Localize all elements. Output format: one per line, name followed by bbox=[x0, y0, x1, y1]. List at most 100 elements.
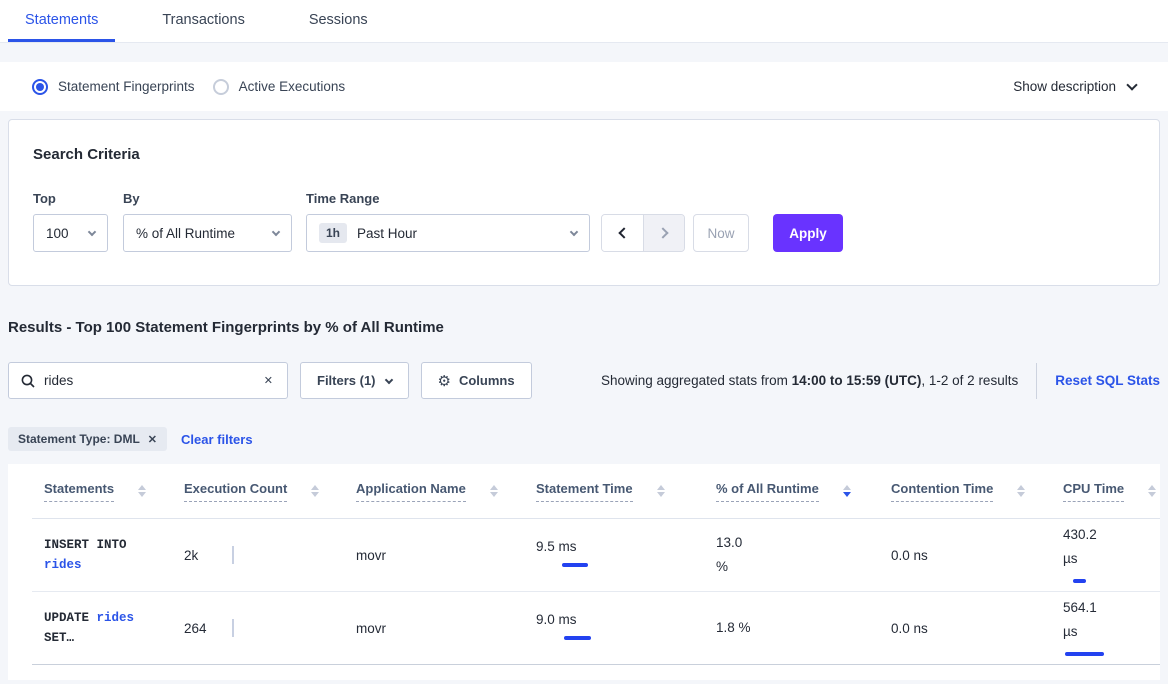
search-criteria-title: Search Criteria bbox=[33, 146, 140, 163]
showing-stats-text: Showing aggregated stats from 14:00 to 1… bbox=[601, 373, 1019, 388]
statement-search-box[interactable]: ✕ bbox=[8, 362, 288, 399]
runtime-pct-cell: 13.0 % bbox=[716, 531, 891, 579]
column-header-statement-time[interactable]: Statement Time bbox=[536, 481, 716, 502]
column-header-pct-all-runtime[interactable]: % of All Runtime bbox=[716, 481, 891, 502]
gear-icon: ⚙ bbox=[437, 372, 451, 390]
sort-icon[interactable] bbox=[1148, 485, 1157, 497]
radio-active-executions[interactable]: Active Executions bbox=[212, 78, 346, 95]
radio-unselected-icon bbox=[212, 78, 229, 95]
cpu-time-cell: 564.1 µs bbox=[1063, 596, 1160, 660]
results-controls: ✕ Filters (1) ⚙ Columns Showing aggregat… bbox=[8, 362, 1160, 399]
prev-time-button[interactable] bbox=[602, 215, 643, 251]
table-row[interactable]: UPDATE rides SET… 264 movr 9.0 ms 1.8 % bbox=[8, 592, 1160, 664]
search-input[interactable] bbox=[44, 373, 262, 388]
statement-time-bar bbox=[536, 558, 608, 571]
divider bbox=[32, 664, 1160, 665]
show-description-toggle[interactable]: Show description bbox=[1013, 78, 1138, 94]
tab-transactions[interactable]: Transactions bbox=[162, 11, 245, 28]
table-header-row: Statements Execution Count Application N… bbox=[8, 464, 1160, 518]
sort-icon[interactable] bbox=[311, 485, 320, 497]
time-range-select[interactable]: 1h Past Hour bbox=[306, 214, 590, 252]
statement-time-cell: 9.5 ms bbox=[536, 539, 716, 571]
chevron-down-icon bbox=[87, 227, 97, 237]
time-range-label: Time Range bbox=[306, 191, 380, 206]
time-range-value: Past Hour bbox=[357, 225, 418, 241]
by-select[interactable]: % of All Runtime bbox=[123, 214, 292, 252]
statement-cell: UPDATE rides SET… bbox=[44, 611, 135, 645]
column-header-execution-count[interactable]: Execution Count bbox=[184, 481, 356, 502]
divider bbox=[32, 518, 1160, 519]
search-criteria-panel: Search Criteria Top 100 By % of All Runt… bbox=[8, 119, 1160, 286]
application-name-cell: movr bbox=[356, 547, 386, 563]
application-name-cell: movr bbox=[356, 620, 386, 636]
top-select-value: 100 bbox=[46, 225, 69, 241]
divider bbox=[1036, 362, 1038, 399]
clear-filters-link[interactable]: Clear filters bbox=[181, 431, 253, 447]
sort-icon[interactable] bbox=[656, 485, 665, 497]
runtime-pct-bar bbox=[758, 622, 772, 635]
by-label: By bbox=[123, 191, 140, 206]
statement-link[interactable]: rides bbox=[44, 558, 82, 572]
tab-statements[interactable]: Statements bbox=[8, 0, 116, 42]
column-header-contention-time[interactable]: Contention Time bbox=[891, 481, 1063, 502]
statements-table: Statements Execution Count Application N… bbox=[8, 464, 1160, 680]
sort-icon-active[interactable] bbox=[842, 485, 851, 497]
time-step-buttons bbox=[601, 214, 685, 252]
next-time-button[interactable] bbox=[643, 215, 684, 251]
top-label: Top bbox=[33, 191, 56, 206]
filter-chip-label: Statement Type: DML bbox=[18, 432, 140, 446]
sort-icon[interactable] bbox=[138, 485, 147, 497]
sort-icon[interactable] bbox=[489, 485, 498, 497]
top-select[interactable]: 100 bbox=[33, 214, 108, 252]
filter-chip[interactable]: Statement Type: DML ✕ bbox=[8, 427, 168, 451]
filters-button[interactable]: Filters (1) bbox=[300, 362, 409, 399]
statement-cell: INSERT INTO rides bbox=[44, 538, 127, 572]
radio-statement-fingerprints[interactable]: Statement Fingerprints bbox=[32, 78, 195, 95]
statement-link[interactable]: rides bbox=[96, 611, 135, 625]
show-description-label: Show description bbox=[1013, 79, 1116, 94]
filter-chip-row: Statement Type: DML ✕ Clear filters bbox=[8, 427, 1160, 451]
statement-time-cell: 9.0 ms bbox=[536, 612, 716, 644]
chevron-down-icon bbox=[271, 227, 281, 237]
divider bbox=[32, 591, 1160, 592]
clear-search-icon[interactable]: ✕ bbox=[263, 375, 273, 387]
radio-label: Active Executions bbox=[238, 79, 346, 94]
table-row[interactable]: INSERT INTO rides 2k movr 9.5 ms 13.0 % bbox=[8, 519, 1160, 591]
runtime-pct-bar bbox=[758, 549, 830, 562]
chevron-left-icon bbox=[618, 227, 630, 239]
column-header-cpu-time[interactable]: CPU Time bbox=[1063, 481, 1160, 502]
execution-count-cell: 264 bbox=[184, 619, 356, 637]
results-heading: Results - Top 100 Statement Fingerprints… bbox=[8, 319, 444, 336]
reset-sql-stats-link[interactable]: Reset SQL Stats bbox=[1055, 373, 1160, 388]
now-button[interactable]: Now bbox=[693, 214, 749, 252]
count-bar bbox=[232, 546, 234, 564]
filters-label: Filters (1) bbox=[317, 373, 376, 388]
time-range-badge: 1h bbox=[319, 223, 348, 243]
execution-count-cell: 2k bbox=[184, 546, 356, 564]
chip-close-icon[interactable]: ✕ bbox=[147, 433, 158, 446]
cpu-time-bar bbox=[1063, 647, 1135, 660]
columns-label: Columns bbox=[458, 373, 515, 388]
time-range-field: Time Range 1h Past Hour bbox=[306, 191, 590, 252]
radio-label: Statement Fingerprints bbox=[58, 79, 195, 94]
chevron-down-icon bbox=[384, 375, 393, 384]
by-select-value: % of All Runtime bbox=[136, 225, 236, 241]
columns-button[interactable]: ⚙ Columns bbox=[420, 362, 532, 399]
contention-time-cell: 0.0 ns bbox=[891, 620, 928, 636]
sort-icon[interactable] bbox=[1017, 485, 1026, 497]
page-tabs: Statements Transactions Sessions bbox=[0, 0, 1168, 43]
chevron-down-icon bbox=[569, 227, 579, 237]
statement-time-bar bbox=[536, 631, 608, 644]
chevron-down-icon bbox=[1126, 78, 1138, 91]
tab-sessions[interactable]: Sessions bbox=[308, 11, 368, 28]
contention-time-cell: 0.0 ns bbox=[891, 547, 928, 563]
top-field: Top 100 bbox=[33, 191, 123, 252]
search-icon bbox=[21, 374, 35, 388]
cpu-time-bar bbox=[1063, 574, 1135, 587]
column-header-application-name[interactable]: Application Name bbox=[356, 481, 536, 502]
apply-button[interactable]: Apply bbox=[773, 214, 843, 252]
column-header-statements[interactable]: Statements bbox=[44, 481, 184, 502]
count-bar bbox=[232, 619, 234, 637]
radio-selected-icon bbox=[32, 78, 48, 95]
